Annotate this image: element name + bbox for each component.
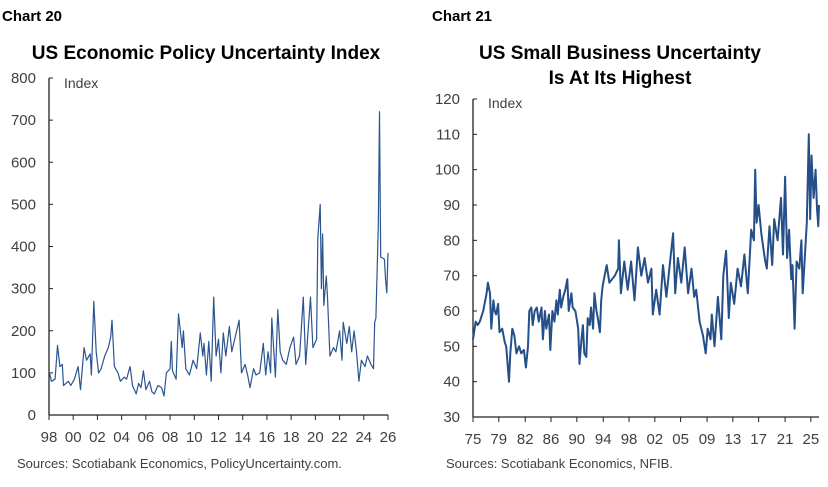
x-tick-label: 24	[355, 429, 372, 446]
x-tick-label: 21	[777, 431, 794, 448]
y-ticks: 30 40 50 60 70 80 90 100 110 120	[435, 91, 477, 426]
source-note: Sources: Scotiabank Economics, NFIB.	[446, 456, 673, 471]
y-tick-label: 80	[443, 232, 460, 249]
x-tick-label: 00	[65, 429, 82, 446]
x-tick-label: 25	[803, 431, 820, 448]
x-tick-label: 98	[41, 429, 58, 446]
x-tick-label: 94	[595, 431, 612, 448]
chart-number: Chart 20	[2, 8, 62, 25]
y-tick-label: 40	[443, 374, 460, 391]
y-tick-label: 90	[443, 197, 460, 214]
y-tick-label: 100	[435, 162, 460, 179]
y-tick-label: 60	[443, 303, 460, 320]
x-tick-label: 14	[234, 429, 251, 446]
x-tick-label: 90	[568, 431, 585, 448]
y-axis-label: Index	[64, 75, 98, 91]
x-tick-label: 18	[283, 429, 300, 446]
x-tick-label: 05	[672, 431, 689, 448]
x-tick-label: 75	[465, 431, 482, 448]
series	[48, 111, 389, 397]
chart-title-line-2: Is At Its Highest	[549, 68, 693, 89]
y-axis-label: Index	[488, 95, 522, 111]
y-tick-label: 300	[11, 281, 36, 298]
x-tick-label: 02	[89, 429, 106, 446]
x-tick-label: 12	[210, 429, 227, 446]
x-tick-label: 17	[750, 431, 767, 448]
x-tick-label: 98	[621, 431, 638, 448]
y-tick-label: 200	[11, 323, 36, 340]
series-line	[48, 111, 389, 397]
x-tick-label: 82	[517, 431, 534, 448]
x-tick-label: 20	[307, 429, 324, 446]
chart-title-line-1: US Small Business Uncertainty	[479, 43, 761, 64]
x-tick-label: 16	[259, 429, 276, 446]
axes	[48, 78, 388, 416]
y-ticks: 0 100 200 300 400 500 600 700 800	[11, 70, 53, 424]
x-ticks: 98 00 02 04 06 08 10 12 14 16 18 20 22 24 26	[41, 415, 397, 446]
x-tick-label: 22	[331, 429, 348, 446]
chart-21: Chart 21 US Small Business Uncertainty I…	[432, 8, 820, 471]
y-tick-label: 50	[443, 338, 460, 355]
y-tick-label: 120	[435, 91, 460, 108]
source-note: Sources: Scotiabank Economics, PolicyUnc…	[17, 456, 342, 471]
x-tick-label: 02	[646, 431, 663, 448]
x-tick-label: 10	[186, 429, 203, 446]
x-ticks: 75 79 82 86 90 94 98 02 05 09 13 17 21 25	[465, 417, 820, 448]
y-tick-label: 600	[11, 154, 36, 171]
x-tick-label: 13	[724, 431, 741, 448]
y-tick-label: 0	[28, 407, 36, 424]
y-tick-label: 700	[11, 112, 36, 129]
x-tick-label: 26	[380, 429, 397, 446]
y-tick-label: 110	[436, 126, 460, 143]
x-tick-label: 06	[138, 429, 155, 446]
chart-number: Chart 21	[432, 8, 492, 25]
y-tick-label: 30	[443, 409, 460, 426]
x-tick-label: 79	[490, 431, 507, 448]
y-tick-label: 400	[11, 239, 36, 256]
x-tick-label: 09	[699, 431, 716, 448]
axes	[472, 99, 819, 418]
x-tick-label: 08	[162, 429, 179, 446]
x-tick-label: 86	[543, 431, 560, 448]
series-line	[472, 133, 820, 383]
y-tick-label: 100	[11, 365, 36, 382]
chart-title: US Economic Policy Uncertainty Index	[32, 43, 381, 64]
chart-20: Chart 20 US Economic Policy Uncertainty …	[2, 8, 396, 471]
x-tick-label: 04	[113, 429, 130, 446]
y-tick-label: 800	[11, 70, 36, 87]
series	[472, 133, 820, 383]
y-tick-label: 500	[11, 196, 36, 213]
y-tick-label: 70	[443, 268, 460, 285]
